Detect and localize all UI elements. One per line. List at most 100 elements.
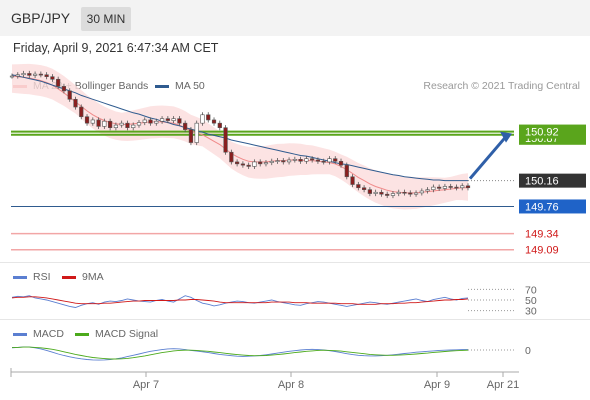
candle-body — [431, 186, 436, 190]
candle-body — [44, 74, 49, 77]
price-panel-divider — [0, 262, 590, 263]
candle-body — [385, 193, 390, 196]
candle-body — [419, 190, 424, 194]
rsi-ma-line — [11, 296, 469, 305]
candle-body — [32, 73, 38, 76]
candle-body — [50, 76, 55, 80]
legend-rsi-ma: 9MA — [62, 271, 104, 283]
x-tick-label-0: Apr 7 — [133, 379, 159, 391]
candle-body — [269, 160, 274, 163]
candle-body — [206, 114, 211, 121]
candle-body — [125, 122, 130, 128]
candle-body — [275, 160, 280, 162]
rsi-level-label-0: 70 — [525, 284, 537, 296]
candle-body — [310, 158, 315, 161]
rsi-panel-divider — [0, 319, 590, 320]
candle-body — [298, 159, 303, 162]
candles — [9, 70, 471, 199]
candle-body — [437, 186, 442, 189]
bollinger-band — [12, 63, 468, 210]
price-tag-label-3: 149.76 — [525, 201, 559, 213]
candle-body — [408, 192, 413, 195]
price-tag-bg-3 — [519, 199, 586, 214]
candle-body — [315, 159, 321, 162]
candle-body — [413, 192, 419, 195]
rsi-level-label-1: 50 — [525, 295, 537, 307]
candle-body — [338, 160, 344, 166]
legend-rsi-ma-label: 9MA — [82, 271, 104, 283]
candle-body — [159, 118, 165, 122]
legend-rsi-label: RSI — [33, 271, 51, 283]
symbol-label: GBP/JPY — [11, 10, 71, 26]
candle-body — [119, 122, 124, 126]
forecast-arrow-shaft — [468, 135, 508, 180]
timeframe-button[interactable]: 30 MIN — [81, 7, 131, 31]
candle-body — [154, 120, 159, 124]
candle-body — [73, 98, 78, 108]
candle-body — [217, 122, 222, 128]
candle-body — [183, 122, 188, 130]
candle-body — [96, 119, 101, 127]
candle-body — [200, 114, 205, 124]
rsi-ma-swatch — [62, 275, 76, 279]
candle-body — [396, 191, 401, 194]
candle-body — [90, 119, 95, 124]
legend-ma50-label: MA 50 — [175, 80, 205, 92]
candle-body — [223, 127, 228, 153]
macd-swatch — [13, 332, 27, 336]
candle-body — [321, 160, 326, 163]
x-tick-label-3: Apr 21 — [487, 379, 519, 391]
candle-body — [465, 185, 471, 189]
candle-body — [304, 158, 309, 162]
candle-body — [367, 189, 372, 194]
legend-macd-signal: MACD Signal — [75, 328, 158, 340]
rsi-line — [11, 295, 469, 308]
candle-body — [286, 159, 292, 163]
support-label-1: 149.09 — [525, 245, 559, 257]
price-tag-bg-1 — [519, 124, 586, 139]
credit-label: Research © 2021 Trading Central — [423, 80, 580, 92]
support-label-0: 149.34 — [525, 229, 559, 241]
candle-body — [211, 119, 217, 124]
candle-body — [442, 186, 448, 189]
candle-body — [177, 118, 182, 124]
candle-body — [448, 186, 453, 188]
candle-body — [292, 159, 297, 161]
candle-body — [113, 124, 118, 128]
ma20-line — [11, 75, 468, 194]
candle-body — [263, 162, 269, 165]
ma50-line — [11, 74, 468, 182]
candle-body — [344, 164, 349, 178]
macd-line — [11, 346, 468, 361]
candle-body — [38, 73, 43, 76]
candle-body — [240, 163, 245, 166]
rsi-level-label-2: 30 — [525, 306, 537, 318]
forecast-arrow-head — [500, 131, 512, 143]
macd-signal-swatch — [75, 332, 89, 336]
legend-rsi: RSI — [13, 271, 51, 283]
candle-body — [67, 90, 72, 100]
candle-body — [194, 122, 199, 143]
candle-body — [79, 106, 84, 118]
candle-body — [333, 158, 338, 162]
candle-body — [171, 118, 176, 121]
candle-body — [379, 191, 384, 195]
candle-body — [188, 129, 194, 143]
candle-body — [390, 193, 396, 196]
legend-macd-signal-label: MACD Signal — [95, 328, 159, 340]
candle-body — [108, 120, 113, 128]
candle-body — [229, 151, 234, 163]
price-tag-label-2: 150.16 — [525, 176, 559, 188]
legend-ma50: MA 50 — [155, 80, 205, 92]
candle-body — [402, 191, 407, 194]
price-tag-label-1: 150.92 — [525, 127, 559, 139]
candle-body — [454, 186, 459, 189]
candle-body — [136, 122, 142, 126]
candle-body — [148, 119, 153, 124]
header-bar: GBP/JPY 30 MIN — [0, 0, 590, 36]
candle-body — [356, 184, 361, 189]
candle-body — [425, 189, 430, 192]
macd-signal-line — [12, 346, 469, 360]
candle-body — [460, 185, 465, 189]
